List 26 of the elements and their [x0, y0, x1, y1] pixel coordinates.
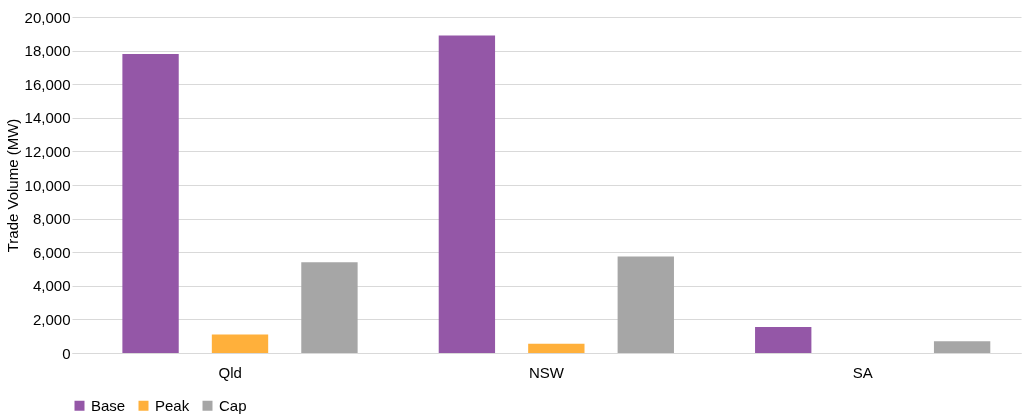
bar: [528, 343, 585, 353]
bar: [438, 35, 496, 353]
y-tick-label: 16,000: [24, 75, 71, 93]
y-tick-label: 6,000: [32, 243, 71, 261]
y-tick-label: 8,000: [32, 210, 71, 228]
y-tick-label: 10,000: [24, 176, 71, 194]
y-tick-label: 4,000: [32, 277, 71, 295]
y-axis-title: Trade Volume (MW): [3, 118, 21, 253]
x-tick-label: Qld: [218, 363, 242, 381]
y-tick-label: 12,000: [24, 142, 71, 160]
x-tick-label: SA: [852, 363, 873, 381]
y-tick-label: 2,000: [32, 310, 71, 328]
bar: [617, 256, 674, 353]
x-tick-label: NSW: [529, 363, 565, 381]
legend-label: Cap: [219, 396, 247, 414]
bar: [933, 341, 991, 353]
bar: [211, 334, 269, 353]
legend-label: Base: [91, 396, 126, 414]
y-tick-label: 0: [62, 344, 71, 362]
y-tick-label: 18,000: [24, 42, 71, 60]
legend-label: Peak: [155, 396, 190, 414]
y-tick-label: 20,000: [24, 8, 71, 26]
bar: [755, 326, 812, 353]
bar: [301, 262, 358, 353]
bar: [122, 53, 179, 353]
y-tick-label: 14,000: [24, 109, 71, 127]
